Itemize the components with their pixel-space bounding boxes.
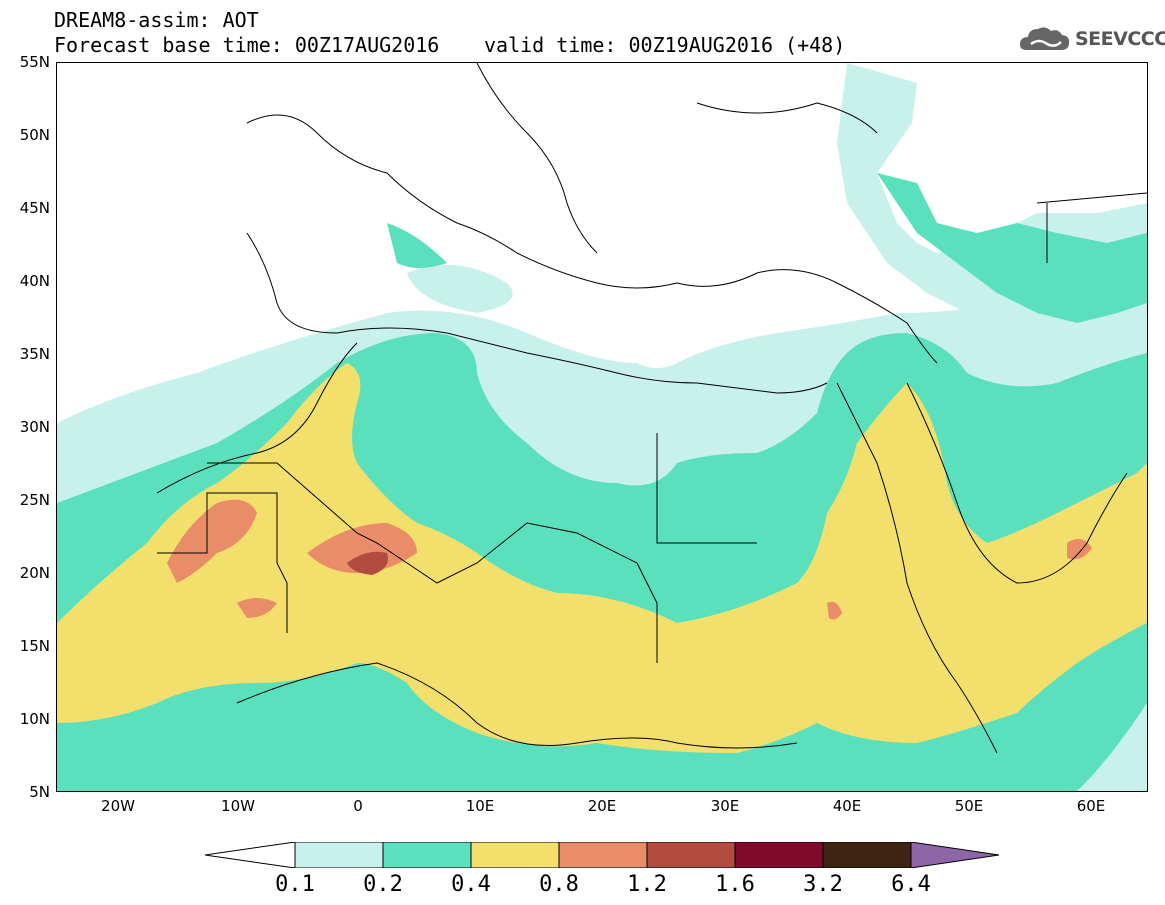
lon-label-50E: 50E xyxy=(954,797,984,815)
colorbar-swatch-0.8 xyxy=(558,842,648,868)
lon-label-10E: 10E xyxy=(465,797,495,815)
colorbar-swatch-1.6 xyxy=(734,842,824,868)
lat-label-30N: 30N xyxy=(19,418,50,436)
lat-label-25N: 25N xyxy=(19,491,50,509)
lon-label-10W: 10W xyxy=(221,797,255,815)
lat-label-5N: 5N xyxy=(29,783,50,801)
lat-label-45N: 45N xyxy=(19,199,50,217)
lat-label-35N: 35N xyxy=(19,345,50,363)
aot-map xyxy=(56,62,1148,792)
lon-label-30E: 30E xyxy=(710,797,740,815)
forecast-base-time: Forecast base time: 00Z17AUG2016 xyxy=(54,33,440,57)
lat-label-50N: 50N xyxy=(19,126,50,144)
legend-label-3.2: 3.2 xyxy=(803,872,843,897)
lat-label-15N: 15N xyxy=(19,637,50,655)
legend-label-0.2: 0.2 xyxy=(363,872,403,897)
legend-label-0.4: 0.4 xyxy=(451,872,491,897)
lat-label-55N: 55N xyxy=(19,53,50,71)
lat-label-20N: 20N xyxy=(19,564,50,582)
seevccc-logo: SEEVCCC xyxy=(1017,22,1165,56)
lon-label-40E: 40E xyxy=(832,797,862,815)
colorbar-swatch-0.2 xyxy=(382,842,472,868)
lon-label-20E: 20E xyxy=(587,797,617,815)
colorbar-swatch-1.2 xyxy=(646,842,736,868)
lon-label-20W: 20W xyxy=(101,797,135,815)
colorbar-swatch-0.4 xyxy=(470,842,560,868)
legend-label-0.8: 0.8 xyxy=(539,872,579,897)
legend-label-0.1: 0.1 xyxy=(275,872,315,897)
legend-label-1.2: 1.2 xyxy=(627,872,667,897)
lat-label-40N: 40N xyxy=(19,272,50,290)
aot-band-0.4 xyxy=(57,363,1147,753)
valid-time: valid time: 00Z19AUG2016 (+48) xyxy=(484,33,846,57)
aot-band-0.8 xyxy=(167,499,1092,620)
aot-band-1.2 xyxy=(347,551,388,575)
lon-label-0: 0 xyxy=(353,797,363,815)
cloud-icon xyxy=(1019,27,1070,50)
lon-label-60E: 60E xyxy=(1076,797,1106,815)
map-canvas xyxy=(57,63,1147,791)
map-title: DREAM8-assim: AOT xyxy=(54,8,259,32)
country-borders xyxy=(156,63,1147,754)
legend-label-1.6: 1.6 xyxy=(715,872,755,897)
colorbar xyxy=(205,842,1000,868)
legend-label-6.4: 6.4 xyxy=(891,872,931,897)
colorbar-low-arrow xyxy=(205,842,296,868)
colorbar-high-arrow xyxy=(910,842,1000,868)
lat-label-10N: 10N xyxy=(19,710,50,728)
logo-text: SEEVCCC xyxy=(1075,28,1165,50)
colorbar-swatch-0.1 xyxy=(294,842,384,868)
colorbar-swatch-3.2 xyxy=(822,842,912,868)
